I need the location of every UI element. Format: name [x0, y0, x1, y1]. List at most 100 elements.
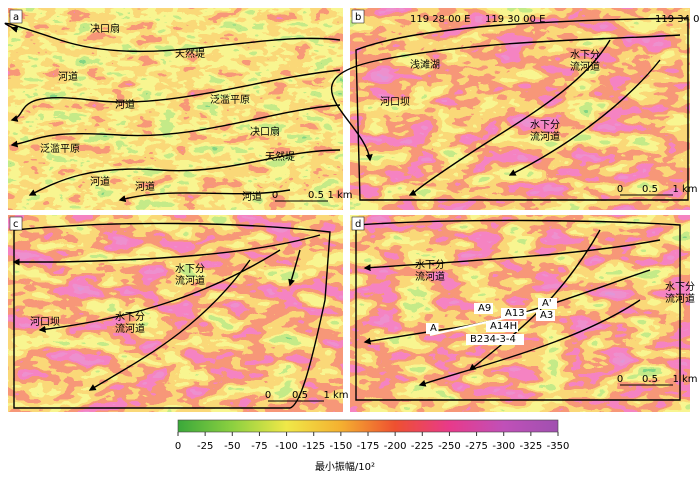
- channel-line: [508, 59, 661, 176]
- panel-label: d: [355, 219, 361, 230]
- facies-label: 河道: [135, 180, 155, 193]
- panel-label: a: [13, 12, 19, 23]
- well-label: B234-3-4: [470, 334, 516, 345]
- colorbar-tick-label: -275: [465, 441, 488, 452]
- colorbar-tick-label: -250: [438, 441, 461, 452]
- scale-label: 0.5: [292, 390, 308, 401]
- panel-a: [4, 8, 343, 210]
- scale-label: 1 km: [323, 390, 348, 401]
- facies-label: 泛滥平原: [210, 93, 250, 106]
- colorbar-tick-label: -175: [357, 441, 380, 452]
- scale-label: 0.5: [308, 190, 324, 201]
- colorbar-title: 最小振幅/10²: [315, 460, 375, 473]
- facies-label: 河口坝: [380, 96, 410, 108]
- scale-label: 0: [272, 190, 278, 201]
- channel-line: [10, 69, 341, 122]
- colorbar-tick-label: -200: [384, 441, 407, 452]
- facies-label: 浅滩湖: [410, 58, 440, 71]
- facies-label: 河道: [58, 70, 78, 83]
- scale-label: 0: [617, 184, 623, 195]
- facies-label: 水下分: [665, 281, 695, 293]
- well-label-box: [501, 308, 527, 319]
- channel-line: [88, 259, 251, 391]
- panel-c: [8, 215, 343, 412]
- well-label-box: [536, 310, 555, 321]
- facies-label: 流河道: [175, 274, 205, 287]
- coordinate-label: 119 28 00 E: [410, 14, 470, 25]
- colorbar-tick-label: -300: [492, 441, 515, 452]
- scale-label: 0.5: [642, 374, 658, 385]
- facies-label: 水下分: [175, 263, 205, 275]
- facies-label: 河道: [115, 98, 135, 111]
- facies-label: 决口扇: [90, 22, 120, 35]
- facies-label: 决口扇: [250, 125, 280, 138]
- well-label: A13: [505, 308, 525, 319]
- colorbar: 最小振幅/10² 0 -25 -50 -75 -100 -125 -150 -175 -200-…: [175, 419, 570, 473]
- facies-label: 流河道: [415, 270, 445, 283]
- panel-label-box: [351, 216, 365, 231]
- panel-label-box: [351, 9, 365, 24]
- facies-label: 流河道: [570, 60, 600, 73]
- colorbar-tick-label: -75: [251, 441, 267, 452]
- channel-line: [408, 39, 611, 196]
- channel-line: [12, 234, 321, 266]
- coordinate-label: 119 30 00 E: [485, 14, 545, 25]
- colorbar-tick-label: -100: [275, 441, 298, 452]
- boundary-line: [355, 17, 689, 201]
- facies-label: 流河道: [115, 322, 145, 335]
- well-label-box: [466, 334, 524, 345]
- well-label: A': [542, 298, 552, 309]
- channel-line: [363, 239, 661, 272]
- channel-line: [118, 189, 291, 203]
- attribute-map: [350, 8, 690, 210]
- colorbar-tick-label: -225: [411, 441, 434, 452]
- scale-label: 1 km: [672, 374, 697, 385]
- channel-line: [28, 149, 341, 196]
- colorbar-tick-label: 0: [175, 441, 181, 452]
- scale-label: 1 km: [327, 190, 352, 201]
- well-label-box: [474, 303, 493, 314]
- facies-label: 天然堤: [175, 47, 205, 60]
- colorbar-tick-label: -125: [302, 441, 325, 452]
- panel-label: c: [13, 219, 19, 230]
- boundary-line: [355, 219, 681, 401]
- scale-label: 0.5: [642, 184, 658, 195]
- colorbar-tick-label: -25: [197, 441, 213, 452]
- facies-label: 水下分: [115, 311, 145, 323]
- facies-label: 水下分: [570, 49, 600, 61]
- channel-line: [288, 249, 301, 287]
- facies-label: 河道: [242, 190, 262, 203]
- panel-b: [330, 8, 690, 210]
- facies-label: 河道: [90, 175, 110, 188]
- well-label-box: [426, 323, 439, 334]
- scale-label: 0: [617, 374, 623, 385]
- colorbar-gradient: [177, 419, 559, 433]
- panel-label-box: [9, 9, 23, 24]
- channel-line: [10, 104, 341, 148]
- facies-label: 天然堤: [265, 150, 295, 163]
- colorbar-tick-label: -325: [520, 441, 543, 452]
- facies-label: 流河道: [530, 130, 560, 143]
- well-label: A9: [478, 303, 491, 314]
- facies-label: 水下分: [530, 119, 560, 131]
- colorbar-tick-label: -350: [547, 441, 570, 452]
- colorbar-tick-label: -50: [224, 441, 240, 452]
- attribute-map: [8, 215, 343, 412]
- well-label-box: [486, 321, 518, 332]
- scale-label: 1 km: [672, 184, 697, 195]
- scale-label: 0: [265, 390, 271, 401]
- colorbar-tick-label: -150: [330, 441, 353, 452]
- facies-label: 泛滥平原: [40, 142, 80, 155]
- well-label: A: [430, 323, 437, 334]
- well-label: A3: [540, 310, 553, 321]
- channel-line: [4, 22, 341, 53]
- panel-label-box: [9, 216, 23, 231]
- well-label: A14H: [490, 321, 517, 332]
- well-label-box: [538, 298, 557, 309]
- facies-label: 流河道: [665, 292, 695, 305]
- panel-label: b: [355, 12, 361, 23]
- channel-line: [330, 34, 681, 162]
- facies-label: 水下分: [415, 259, 445, 271]
